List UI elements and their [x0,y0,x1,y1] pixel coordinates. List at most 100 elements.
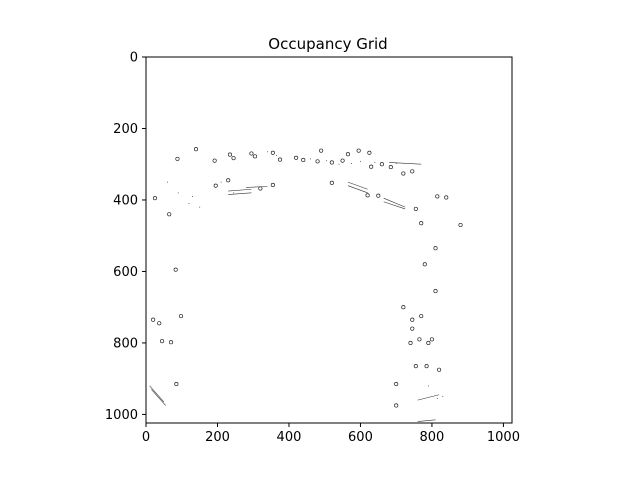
occupied-cell [360,160,361,162]
obstacle-ring [408,340,413,345]
wall-segment [417,394,440,401]
obstacle-ring [410,317,415,322]
obstacle-ring [429,337,434,342]
occupied-cell [374,162,376,163]
x-tick-label: 1000 [487,430,520,445]
obstacle-ring [388,165,393,170]
obstacle-ring [379,162,384,167]
obstacle-ring [157,321,162,326]
y-tick-label: 400 [113,193,138,208]
wall-segment [417,419,436,422]
obstacle-ring [435,194,440,199]
wall-segment [228,192,252,195]
obstacle-ring [152,196,157,201]
obstacle-ring [151,317,156,322]
occupied-cell [199,206,201,208]
plot-area [149,147,463,422]
obstacle-ring [413,206,418,211]
obstacle-ring [212,158,217,163]
obstacle-ring [356,148,361,153]
occupied-cell [252,155,254,157]
plot-frame [145,56,513,424]
occupied-cell [188,203,190,205]
wall-segment [246,186,268,188]
occupied-cell [220,181,222,183]
obstacle-ring [413,364,418,369]
occupied-cell [427,385,429,387]
y-tick-label: 1000 [105,408,138,423]
obstacle-ring [419,314,424,319]
x-axis: 0 200 400 600 800 1000 [142,423,520,445]
obstacle-ring [301,157,306,162]
obstacle-ring [424,364,429,369]
y-tick-label: 0 [130,51,138,66]
obstacle-ring [174,381,179,387]
obstacle-ring [167,212,172,217]
obstacle-ring [433,246,438,251]
y-tick-label: 600 [113,265,138,280]
occupied-cell [338,163,340,165]
obstacle-ring [458,222,463,228]
obstacle-ring [270,182,275,188]
occupied-cell [276,154,277,156]
obstacle-ring [319,148,324,153]
obstacle-ring [426,340,431,345]
occupied-cell [233,192,235,194]
obstacle-ring [401,305,406,310]
obstacle-ring [226,178,231,183]
wall-segment [383,201,406,210]
wall-segment [347,181,368,190]
obstacle-ring [329,180,334,185]
x-tick-label: 0 [142,430,150,445]
obstacle-ring [175,156,180,161]
obstacle-ring [437,367,442,372]
occupied-cell [177,192,179,194]
obstacle-ring [369,164,374,169]
obstacle-ring [433,289,438,294]
occupied-cell [192,195,193,197]
x-tick-label: 200 [205,430,230,445]
obstacle-ring [258,186,263,191]
obstacle-ring [376,193,381,198]
obstacle-ring [444,195,449,200]
occupied-cell [351,163,353,165]
obstacle-ring [160,339,165,344]
x-tick-label: 600 [348,430,373,445]
y-tick-label: 200 [113,122,138,137]
obstacle-ring [168,340,174,345]
x-tick-label: 800 [420,430,445,445]
occupied-cell [395,163,397,165]
occupied-cell [267,151,269,153]
obstacle-ring [213,183,218,188]
obstacle-ring [410,169,415,174]
wall-segment [151,389,166,406]
wall-segment [149,385,165,403]
obstacle-ring [173,267,178,272]
chart-title: Occupancy Grid [268,35,387,53]
wall-segment [228,188,252,192]
obstacle-ring [277,157,283,162]
obstacle-ring [315,159,320,164]
obstacle-ring [270,150,275,155]
occupied-cell [442,396,444,398]
obstacle-ring [410,326,415,331]
obstacle-ring [422,262,427,267]
wall-segment [389,162,422,165]
obstacle-ring [345,152,350,157]
obstacle-ring [227,152,233,157]
obstacle-ring [340,158,345,163]
obstacle-ring [249,151,254,156]
obstacle-ring [329,160,334,165]
occupied-cell [326,160,327,162]
obstacle-ring [417,337,422,342]
y-axis: 0 200 400 600 800 1000 [105,51,146,423]
occupied-cell [436,397,438,399]
obstacle-ring [367,150,372,155]
obstacle-ring [394,403,399,408]
obstacle-ring [294,155,299,160]
obstacle-ring [252,154,258,159]
occupied-cell [310,158,311,160]
obstacle-ring [365,193,370,198]
wall-segment [383,197,406,208]
